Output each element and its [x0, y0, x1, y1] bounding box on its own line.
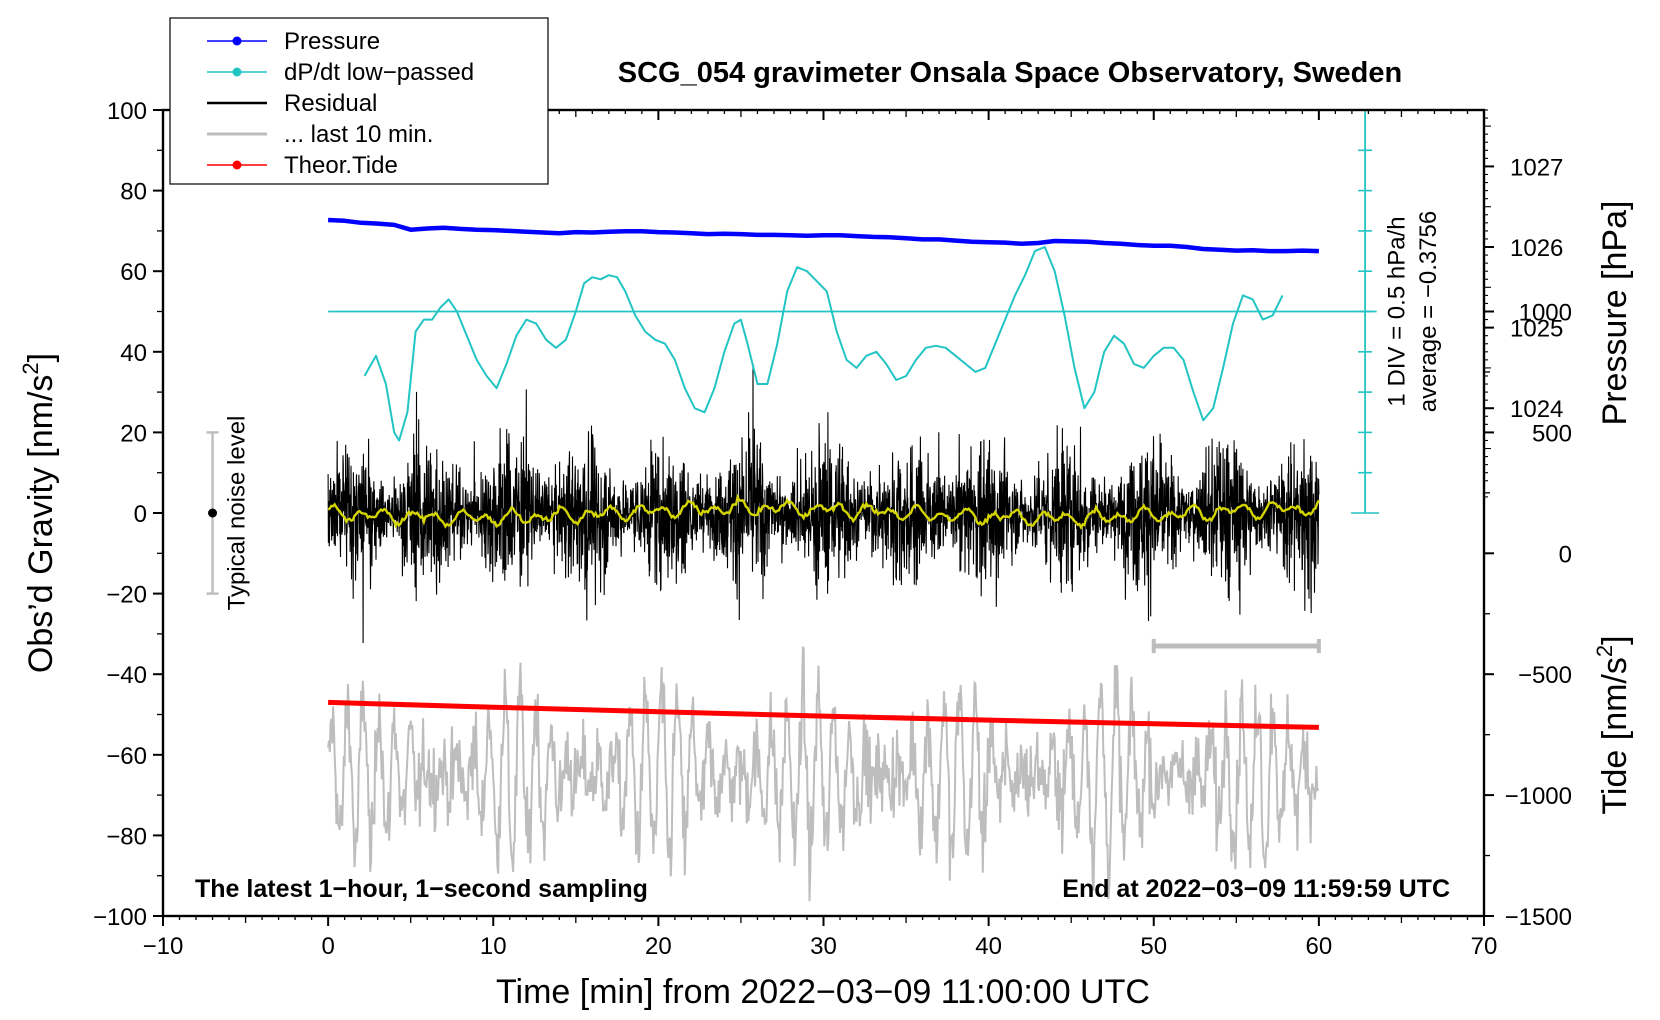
plot-area: [327, 217, 1320, 902]
noise-level-label: Typical noise level: [224, 416, 251, 611]
series-dp-dt-low-passed: [363, 246, 1284, 442]
x-tick-label: 50: [1140, 933, 1167, 960]
legend-label: Pressure: [284, 28, 380, 55]
y-tick-label: −40: [106, 662, 147, 689]
div-label: 1 DIV = 0.5 hPa/h: [1384, 216, 1411, 406]
y-tick-label: 20: [120, 420, 147, 447]
series-last-10-min: [327, 646, 1320, 902]
series-residual: [327, 363, 1320, 644]
y-tick-label: 0: [134, 501, 147, 528]
x-tick-label: 30: [810, 933, 837, 960]
x-tick-label: 20: [645, 933, 672, 960]
tide-tick-label: 0: [1559, 541, 1572, 568]
legend-marker: [232, 160, 242, 170]
y-axis-left: −100 −80 −60 −40 −20 0 20 40 60 80 100: [93, 98, 163, 931]
x-tick-label: 60: [1306, 933, 1333, 960]
legend-label: dP/dt low−passed: [284, 59, 474, 86]
y-tick-label: −100: [93, 904, 147, 931]
noise-level-marker: [206, 431, 219, 595]
tide-tick-label: 500: [1532, 420, 1572, 447]
y-axis-left-title: Obs’d Gravity [nm/s2]: [18, 353, 60, 673]
x-tick-label: 10: [480, 933, 507, 960]
tide-tick-label: −500: [1518, 662, 1572, 689]
chart-title: SCG_054 gravimeter Onsala Space Observat…: [618, 57, 1402, 89]
series-theor-tide: [328, 699, 1319, 730]
tide-tick-label: −1000: [1505, 783, 1572, 810]
series-layer: [327, 217, 1319, 730]
y-tick-label: 80: [120, 179, 147, 206]
end-time-note: End at 2022−03−09 11:59:59 UTC: [1062, 875, 1450, 903]
y-tick-label: −60: [106, 743, 147, 770]
sampling-note: The latest 1−hour, 1−second sampling: [195, 875, 648, 903]
x-axis-title: Time [min] from 2022−03−09 11:00:00 UTC: [496, 973, 1150, 1011]
y-tick-label: 60: [120, 259, 147, 286]
noise-dot: [208, 508, 218, 518]
legend-label: Theor.Tide: [284, 152, 398, 179]
pressure-tick-label: 1026: [1510, 235, 1563, 262]
x-tick-label: 0: [321, 933, 334, 960]
x-tick-label: 40: [975, 933, 1002, 960]
legend: Pressure dP/dt low−passed Residual ... last…: [169, 17, 549, 185]
series-pressure: [327, 217, 1319, 254]
tide-axis: 1000 500 0 −500 −1000 −1500: [1484, 300, 1572, 931]
legend-marker: [232, 36, 242, 46]
x-tick-label: −10: [143, 933, 184, 960]
pressure-tick-label: 1025: [1510, 316, 1563, 343]
tide-tick-label: −1500: [1505, 904, 1572, 931]
legend-box: [169, 17, 549, 185]
x-axis: −10 0 10 20 30 40 50 60 70: [143, 110, 1498, 960]
pressure-tick-label: 1024: [1510, 396, 1563, 423]
tide-axis-title: Tide [nm/s2]: [1592, 635, 1634, 814]
legend-marker: [232, 67, 242, 77]
series-residual-smoothed: [327, 493, 1320, 531]
pressure-axis: 1027 1026 1025 1024: [1484, 109, 1563, 498]
y-tick-label: −80: [106, 823, 147, 850]
legend-label: Residual: [284, 90, 377, 117]
y-tick-label: 100: [107, 98, 147, 125]
last-10-min-bar: [1151, 638, 1321, 653]
tide-tick-label: 1000: [1519, 300, 1572, 327]
pressure-axis-title: Pressure [hPa]: [1596, 201, 1634, 426]
y-tick-label: 40: [120, 340, 147, 367]
average-label: average = −0.3756: [1415, 211, 1442, 413]
legend-label: ... last 10 min.: [284, 121, 433, 148]
y-tick-label: −20: [106, 582, 147, 609]
x-tick-label: 70: [1471, 933, 1498, 960]
pressure-tick-label: 1027: [1510, 154, 1563, 181]
